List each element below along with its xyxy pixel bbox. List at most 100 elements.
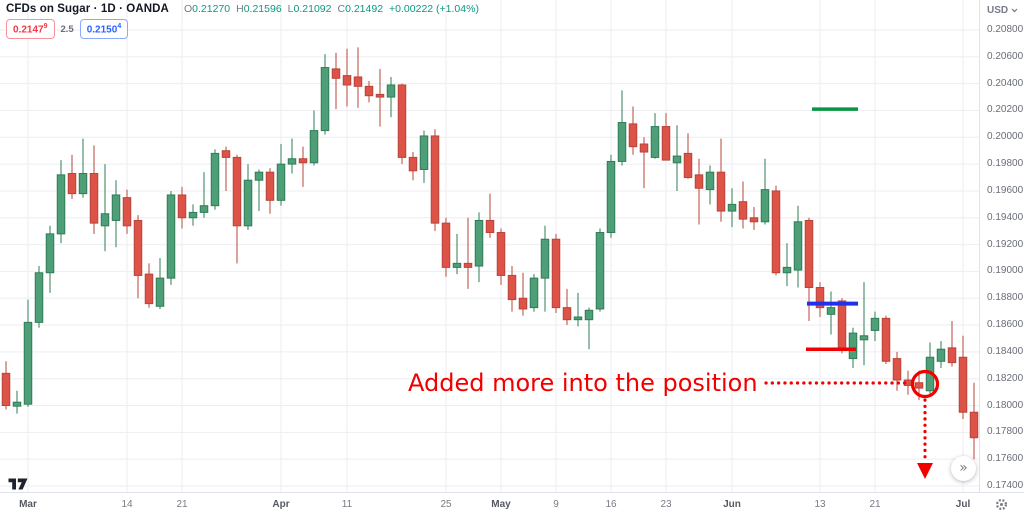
- candle[interactable]: [551, 233, 561, 313]
- candle[interactable]: [254, 169, 264, 212]
- candle[interactable]: [298, 146, 308, 187]
- price-tick-label: 0.18800: [987, 292, 1024, 304]
- candle[interactable]: [265, 168, 275, 214]
- candle[interactable]: [639, 137, 649, 189]
- candle[interactable]: [133, 215, 143, 299]
- candle[interactable]: [705, 165, 715, 205]
- candle[interactable]: [947, 321, 957, 367]
- candle[interactable]: [518, 272, 528, 316]
- candle[interactable]: [507, 266, 517, 312]
- candle[interactable]: [661, 113, 671, 161]
- annotation-added-more[interactable]: Added more into the position: [408, 369, 940, 479]
- candle[interactable]: [683, 133, 693, 179]
- currency-selector[interactable]: USD: [987, 5, 1018, 16]
- candle[interactable]: [243, 164, 253, 230]
- candle[interactable]: [78, 138, 88, 198]
- candle[interactable]: [859, 282, 869, 366]
- candle[interactable]: [826, 291, 836, 335]
- candle[interactable]: [111, 180, 121, 248]
- candle[interactable]: [320, 54, 330, 135]
- candle[interactable]: [364, 80, 374, 103]
- candle[interactable]: [144, 263, 154, 308]
- candle[interactable]: [89, 145, 99, 234]
- candle[interactable]: [221, 146, 231, 191]
- scroll-to-latest-button[interactable]: »: [951, 456, 976, 481]
- candle[interactable]: [45, 225, 55, 293]
- candle[interactable]: [562, 288, 572, 326]
- candle[interactable]: [287, 138, 297, 174]
- candle[interactable]: [23, 299, 33, 407]
- candle[interactable]: [56, 160, 66, 244]
- candle[interactable]: [199, 172, 209, 218]
- candle[interactable]: [760, 158, 770, 225]
- candle[interactable]: [122, 189, 132, 234]
- candle[interactable]: [529, 274, 539, 312]
- candle[interactable]: [188, 204, 198, 226]
- candle[interactable]: [34, 266, 44, 328]
- candle[interactable]: [617, 90, 627, 166]
- tradingview-logo[interactable]: [8, 476, 28, 495]
- candle[interactable]: [386, 76, 396, 118]
- candle[interactable]: [936, 341, 946, 368]
- price-axis[interactable]: USD 0.20800 0.20600 0.20400 0.20200 0.20000 0…: [979, 0, 1024, 492]
- candle[interactable]: [628, 106, 638, 155]
- candle[interactable]: [881, 315, 891, 364]
- time-tick-label: Jun: [723, 499, 741, 510]
- candle[interactable]: [342, 48, 352, 107]
- candle[interactable]: [606, 154, 616, 238]
- candle[interactable]: [573, 292, 583, 327]
- candle[interactable]: [353, 47, 363, 108]
- candlestick-chart[interactable]: Added more into the position: [0, 0, 980, 492]
- candle[interactable]: [870, 311, 880, 342]
- candle[interactable]: [892, 351, 902, 391]
- candle[interactable]: [496, 228, 506, 285]
- candle[interactable]: [595, 228, 605, 312]
- settings-gear-icon[interactable]: [995, 498, 1008, 516]
- candle[interactable]: [793, 205, 803, 288]
- candle[interactable]: [100, 164, 110, 252]
- candle[interactable]: [771, 185, 781, 276]
- candle[interactable]: [309, 110, 319, 166]
- candle[interactable]: [672, 125, 682, 191]
- candle[interactable]: [408, 152, 418, 181]
- candle[interactable]: [166, 190, 176, 285]
- candle[interactable]: [782, 243, 792, 287]
- candle[interactable]: [210, 149, 220, 210]
- candle[interactable]: [958, 335, 968, 419]
- annotation-text[interactable]: Added more into the position: [408, 369, 758, 397]
- candle[interactable]: [12, 390, 22, 414]
- candle[interactable]: [584, 307, 594, 350]
- buy-price-badge[interactable]: 0.21504: [79, 19, 129, 40]
- candle[interactable]: [694, 158, 704, 225]
- level-lines-layer[interactable]: [806, 107, 858, 351]
- candle[interactable]: [430, 129, 440, 232]
- candle[interactable]: [738, 181, 748, 229]
- candle[interactable]: [925, 342, 935, 395]
- sell-price-badge[interactable]: 0.21479: [6, 19, 55, 40]
- candle[interactable]: [727, 188, 737, 228]
- candle[interactable]: [749, 207, 759, 230]
- candle[interactable]: [441, 217, 451, 277]
- candle[interactable]: [419, 130, 429, 183]
- candle[interactable]: [485, 193, 495, 238]
- candle[interactable]: [716, 138, 726, 222]
- candle[interactable]: [815, 282, 825, 318]
- candle[interactable]: [540, 225, 550, 312]
- candle[interactable]: [969, 382, 979, 460]
- candle[interactable]: [474, 212, 484, 283]
- candle[interactable]: [397, 83, 407, 165]
- candle[interactable]: [463, 217, 473, 289]
- candle[interactable]: [276, 144, 286, 206]
- candle[interactable]: [331, 52, 341, 110]
- candle[interactable]: [452, 233, 462, 275]
- candle[interactable]: [837, 298, 847, 354]
- candle[interactable]: [375, 68, 385, 127]
- candle[interactable]: [232, 154, 242, 264]
- time-axis[interactable]: Mar 14 21 Apr 11 25 May 9 16 23 Jun 13 21 Jul: [0, 492, 1024, 518]
- candle[interactable]: [177, 186, 187, 229]
- candle[interactable]: [67, 154, 77, 199]
- candle[interactable]: [155, 258, 165, 309]
- candle[interactable]: [1, 361, 11, 410]
- annotation-highlight-circle[interactable]: [910, 369, 940, 399]
- candle[interactable]: [650, 113, 660, 159]
